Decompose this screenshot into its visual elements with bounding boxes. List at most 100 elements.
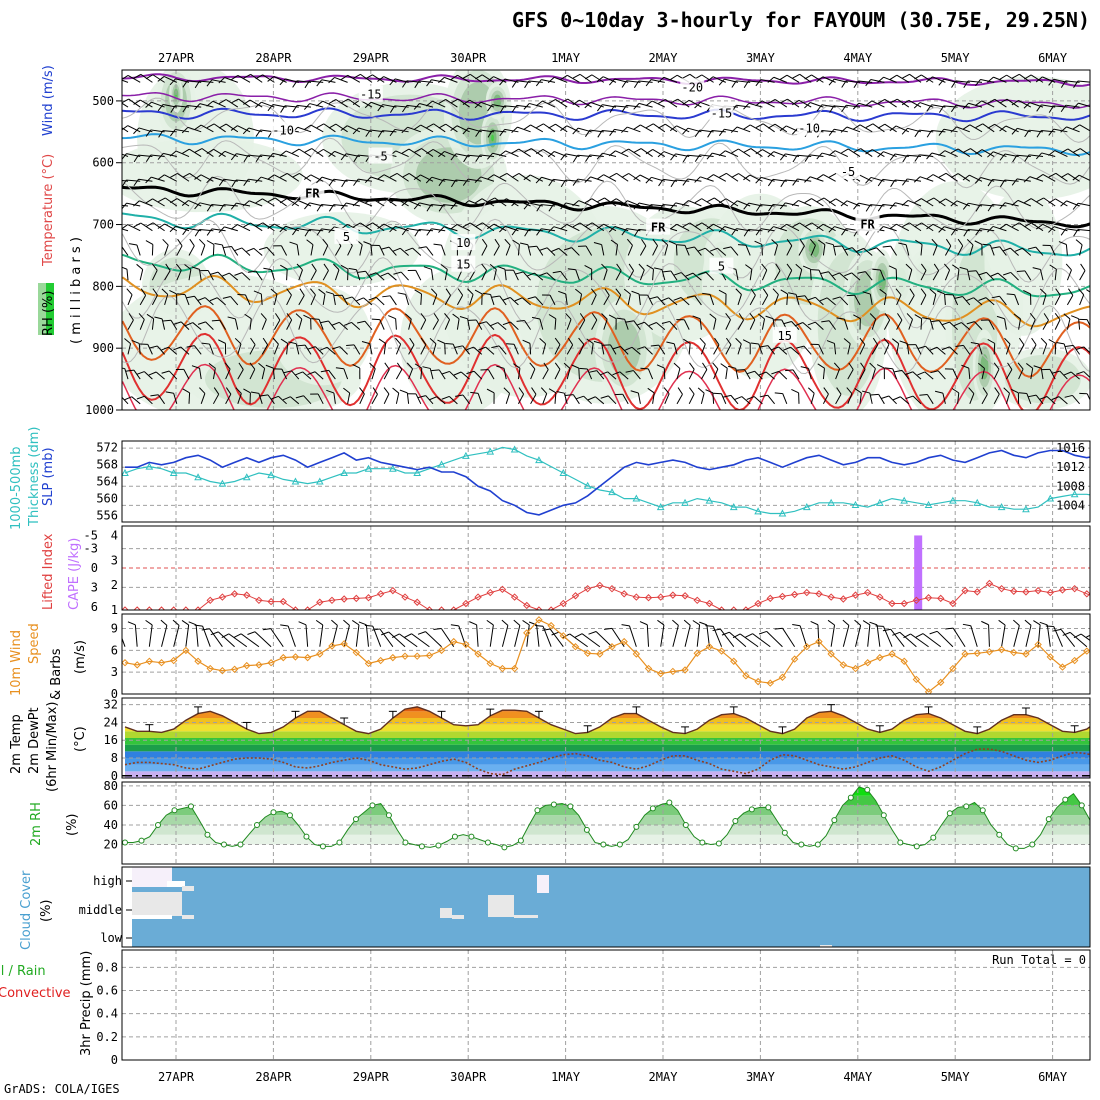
- upper-wind-barb-flag: [280, 105, 286, 113]
- upper-wind-barb: [432, 294, 438, 306]
- upper-wind-barb-flag: [668, 240, 677, 245]
- lifted-index-point: [316, 598, 324, 606]
- upper-wind-barb: [278, 395, 287, 405]
- upper-wind-barb-flag: [316, 148, 324, 155]
- wind10-barb-flag: [657, 619, 665, 626]
- upper-wind-barb: [738, 173, 751, 182]
- upper-wind-barb-flag: [630, 390, 639, 394]
- upper-wind-barb: [765, 371, 775, 380]
- upper-wind-barb-flag: [709, 313, 717, 320]
- upper-wind-barb-flag: [963, 80, 969, 88]
- upper-wind-barb: [615, 150, 629, 158]
- upper-wind-barb-flag: [800, 366, 809, 369]
- wind10-barb-flag: [535, 624, 544, 627]
- upper-wind-barb-flag: [1048, 198, 1056, 204]
- upper-wind-barb: [431, 79, 446, 83]
- upper-wind-barb-flag: [304, 229, 310, 237]
- lifted-index-point: [863, 588, 872, 597]
- upper-wind-barb: [127, 294, 133, 306]
- pressure-tick-label: 500: [92, 94, 114, 108]
- upper-wind-barb-flag: [788, 292, 797, 295]
- upper-wind-barb-flag: [133, 73, 142, 79]
- upper-wind-barb-flag: [1028, 394, 1037, 398]
- thickness-point: [291, 477, 300, 485]
- upper-wind-barb-flag: [882, 245, 891, 248]
- upper-wind-barb: [736, 126, 751, 133]
- upper-wind-barb: [333, 204, 348, 207]
- upper-wind-barb-flag: [267, 223, 275, 229]
- upper-wind-barb: [225, 393, 232, 405]
- rh-contour: [122, 175, 1090, 234]
- upper-wind-barb: [273, 174, 287, 182]
- upper-wind-barb: [542, 369, 549, 380]
- upper-wind-barb-flag: [1048, 105, 1054, 113]
- upper-wind-barb-flag: [474, 289, 483, 295]
- isotherm-label: -10: [798, 122, 820, 136]
- upper-wind-barb: [725, 319, 731, 330]
- wind10-speed-point: [303, 653, 312, 662]
- wind10-barb-flag: [732, 633, 741, 639]
- upper-wind-barb-flag: [331, 321, 340, 326]
- wind10-barb: [148, 624, 153, 647]
- rh-contour: [122, 257, 1090, 329]
- upper-wind-barb-flag: [841, 148, 849, 154]
- upper-wind-barb: [1079, 244, 1083, 256]
- upper-wind-barb: [237, 343, 242, 355]
- thickness-point: [364, 464, 373, 472]
- upper-wind-barb-flag: [560, 179, 566, 188]
- upper-wind-barb: [341, 295, 349, 306]
- wind10-speed-point: [717, 647, 726, 655]
- wind10-speed-point: [571, 643, 580, 651]
- upper-wind-barb-flag: [244, 313, 252, 320]
- upper-wind-barb-flag: [426, 123, 434, 129]
- upper-wind-barb: [272, 368, 275, 380]
- upper-wind-barb: [498, 345, 507, 355]
- upper-wind-barb-flag: [999, 202, 1006, 210]
- upper-wind-barb-flag: [462, 222, 471, 228]
- upper-wind-barb: [725, 344, 732, 355]
- upper-wind-barb: [139, 295, 147, 306]
- upper-wind-barb: [980, 78, 995, 83]
- wind10-barb-flag: [417, 631, 426, 635]
- wind10-speed-point: [839, 661, 848, 669]
- upper-wind-barb-flag: [898, 242, 907, 246]
- wind10-barb: [319, 624, 324, 647]
- upper-wind-barb: [1030, 344, 1037, 355]
- upper-wind-barb-flag: [857, 271, 866, 274]
- wind10-barb-flag: [1033, 620, 1041, 626]
- upper-wind-barb-flag: [536, 123, 544, 129]
- upper-wind-barb-flag: [1055, 288, 1061, 296]
- upper-wind-barb: [517, 393, 525, 405]
- thickness-point: [559, 468, 568, 476]
- upper-wind-barb-flag: [757, 313, 765, 320]
- upper-wind-barb: [680, 297, 690, 306]
- upper-wind-barb: [675, 244, 678, 256]
- upper-wind-barb: [737, 200, 751, 207]
- upper-wind-barb-flag: [840, 126, 848, 133]
- upper-wind-barb: [1029, 154, 1044, 158]
- rh2m-point: [831, 817, 838, 824]
- upper-wind-barb: [139, 319, 145, 330]
- upper-wind-barb-flag: [572, 178, 579, 186]
- slp-line: [125, 449, 1090, 516]
- upper-wind-barb-flag: [889, 125, 897, 132]
- temp-color-band: [125, 711, 1090, 718]
- upper-wind-barb-flag: [539, 272, 548, 277]
- wind10-barb-flag: [210, 631, 219, 636]
- upper-wind-barb-flag: [1092, 239, 1097, 245]
- lifted-index-point: [949, 599, 957, 608]
- upper-wind-barb: [1066, 200, 1080, 207]
- upper-wind-barb-flag: [987, 76, 994, 83]
- upper-wind-barb: [444, 150, 458, 158]
- upper-wind-barb: [477, 393, 483, 404]
- temp-color-bands: [125, 706, 1090, 778]
- upper-wind-barb-flag: [560, 223, 568, 230]
- upper-wind-barb: [335, 123, 348, 133]
- upper-wind-barb-flag: [552, 270, 561, 274]
- upper-wind-barb-flag: [682, 127, 689, 135]
- upper-wind-barb: [200, 244, 206, 256]
- precip-panel: 00.20.40.60.8: [96, 949, 1091, 1067]
- upper-wind-barb: [140, 99, 153, 108]
- rh2m-point: [979, 807, 986, 814]
